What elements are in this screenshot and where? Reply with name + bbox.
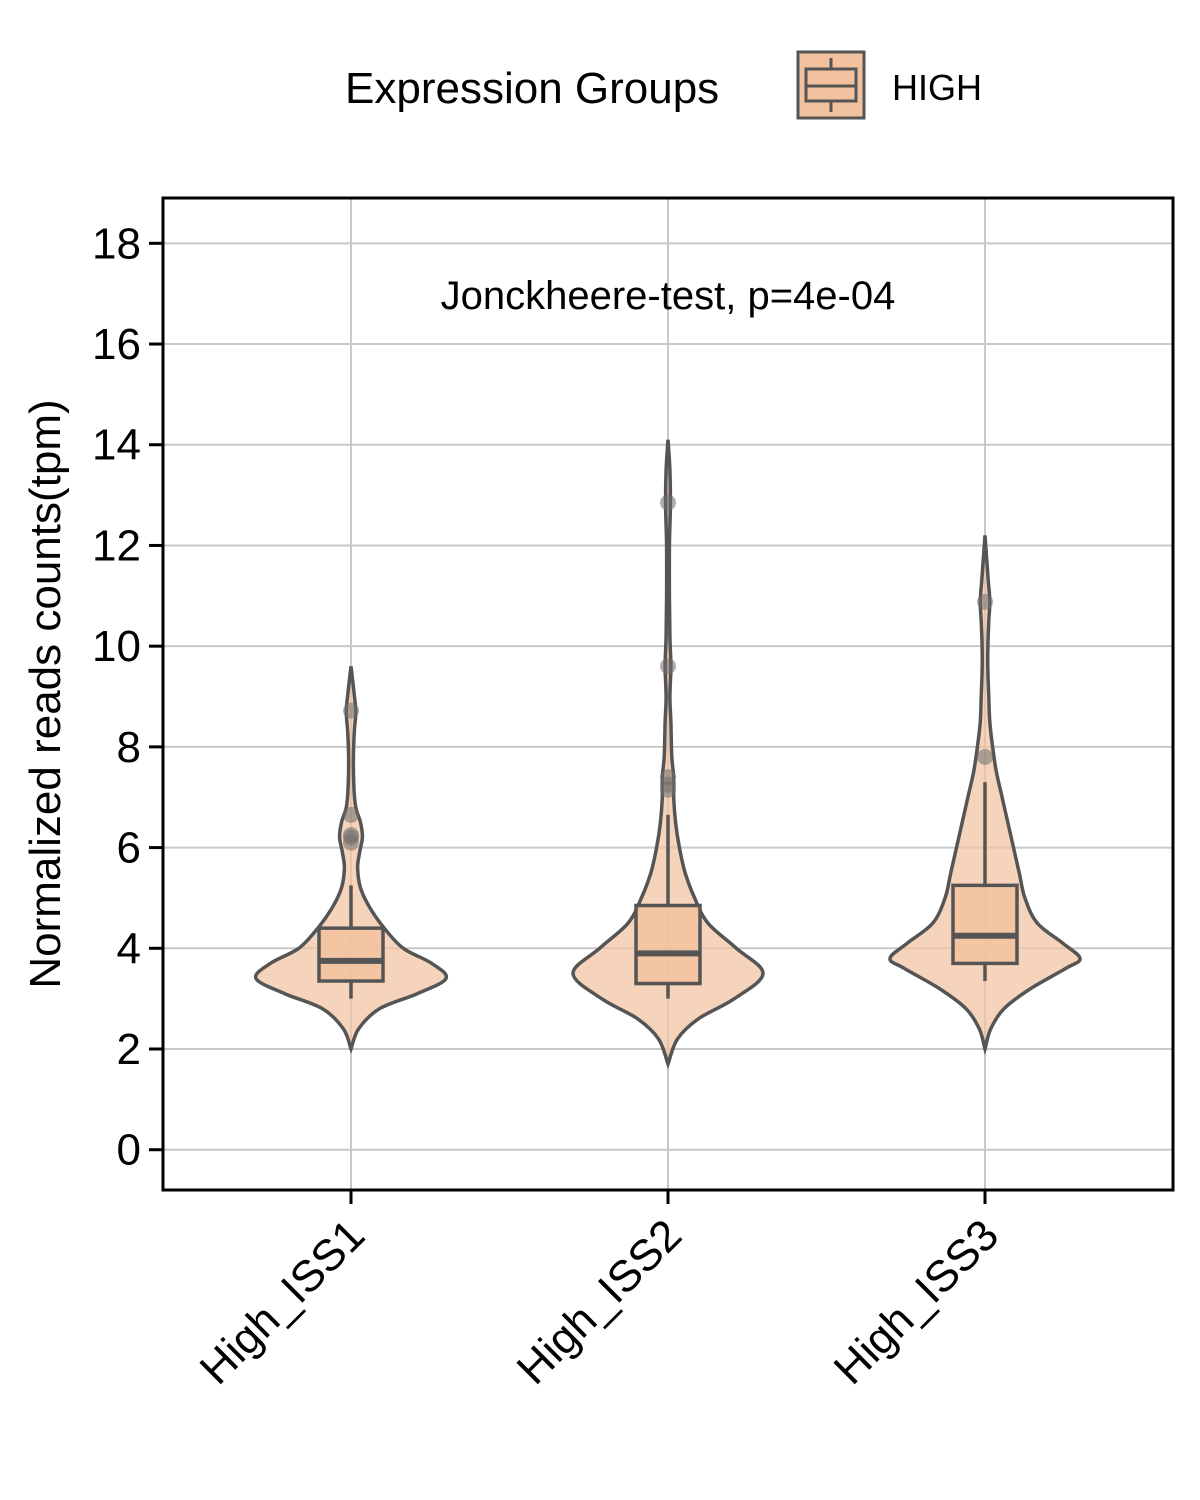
- violin-High_ISS1: [253, 666, 449, 1054]
- violin-High_ISS2: [571, 439, 765, 1070]
- outlier-point: [660, 658, 676, 675]
- outlier-point: [977, 748, 993, 765]
- outlier-point: [977, 593, 993, 610]
- outlier-point: [343, 806, 359, 823]
- y-tick-label: 0: [117, 1126, 141, 1175]
- legend: Expression Groups HIGH: [345, 50, 982, 120]
- box-High_ISS2: [634, 903, 702, 986]
- y-tick-label: 18: [92, 219, 141, 268]
- y-axis-title: Normalized reads counts(tpm): [21, 399, 70, 988]
- y-tick-label: 14: [92, 421, 141, 470]
- y-tick-label: 2: [117, 1025, 141, 1074]
- x-tick-label: High_ISS3: [825, 1210, 1008, 1393]
- outlier-point: [660, 769, 676, 786]
- box-High_ISS3: [951, 883, 1019, 966]
- outlier-points: [343, 494, 993, 851]
- y-tick-label: 6: [117, 824, 141, 873]
- axes: 0 2 4 6 8 10 12 14 16 18 High_ISS1 High_ISS2 High_IS…: [92, 219, 1008, 1393]
- outlier-point: [343, 826, 359, 843]
- legend-entry-label: HIGH: [892, 67, 982, 108]
- boxplots: [317, 782, 1019, 999]
- y-tick-label: 10: [92, 622, 141, 671]
- legend-key-high: [796, 50, 866, 120]
- legend-title: Expression Groups: [345, 64, 719, 113]
- y-tick-label: 16: [92, 320, 141, 369]
- box-High_ISS1: [317, 926, 385, 983]
- y-tick-label: 12: [92, 521, 141, 570]
- x-tick-label: High_ISS1: [191, 1210, 374, 1393]
- outlier-point: [660, 494, 676, 511]
- y-tick-label: 8: [117, 723, 141, 772]
- test-annotation: Jonckheere-test, p=4e-04: [441, 274, 896, 318]
- outlier-point: [343, 702, 359, 719]
- y-tick-label: 4: [117, 924, 141, 973]
- x-tick-label: High_ISS2: [508, 1210, 691, 1393]
